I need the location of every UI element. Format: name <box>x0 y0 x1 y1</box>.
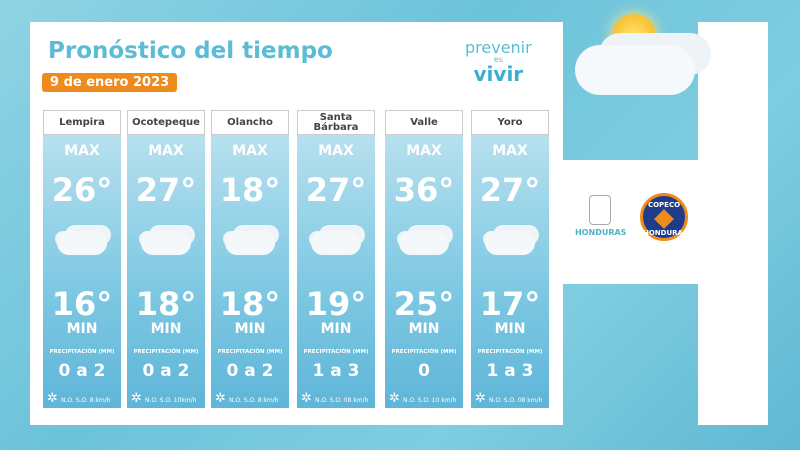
min-temp: 18° <box>219 285 281 323</box>
max-label: MAX <box>318 143 354 159</box>
min-label: MIN <box>234 321 266 337</box>
precip-label: PRECIPITACIÓN (MM) <box>391 349 457 355</box>
card-body: MAX 18° 18° MIN PRECIPITACIÓN (MM) 0 a 2… <box>211 135 289 408</box>
city-name: Olancho <box>211 110 289 135</box>
city-card: Santa Bárbara MAX 27° 19° MIN PRECIPITAC… <box>297 110 375 408</box>
precip-value: 1 a 3 <box>312 361 360 381</box>
min-label: MIN <box>320 321 352 337</box>
precip-value: 0 <box>418 361 430 381</box>
max-label: MAX <box>406 143 442 159</box>
honduras-text: HONDURAS <box>575 228 627 237</box>
cloud-icon <box>141 231 191 255</box>
logo-line1: prevenir <box>465 38 532 57</box>
max-temp: 18° <box>219 171 281 209</box>
card-body: MAX 36° 25° MIN PRECIPITACIÓN (MM) 0 ✲ N… <box>385 135 463 408</box>
cloud-icon <box>225 231 275 255</box>
precip-label: PRECIPITACIÓN (MM) <box>303 349 369 355</box>
max-label: MAX <box>492 143 528 159</box>
wind-icon: ✲ <box>215 391 226 406</box>
max-temp: 27° <box>305 171 367 209</box>
min-label: MIN <box>66 321 98 337</box>
card-body: MAX 27° 18° MIN PRECIPITACIÓN (MM) 0 a 2… <box>127 135 205 408</box>
min-temp: 17° <box>479 285 541 323</box>
cloud-icon <box>57 231 107 255</box>
min-temp: 19° <box>305 285 367 323</box>
max-label: MAX <box>64 143 100 159</box>
min-label: MIN <box>494 321 526 337</box>
cloud-icon <box>575 45 695 95</box>
h-bar <box>698 22 768 425</box>
precip-label: PRECIPITACIÓN (MM) <box>49 349 115 355</box>
card-body: MAX 27° 17° MIN PRECIPITACIÓN (MM) 1 a 3… <box>471 135 549 408</box>
max-temp: 26° <box>51 171 113 209</box>
max-label: MAX <box>232 143 268 159</box>
precip-label: PRECIPITACIÓN (MM) <box>217 349 283 355</box>
city-name: Valle <box>385 110 463 135</box>
min-label: MIN <box>150 321 182 337</box>
precip-value: 0 a 2 <box>226 361 274 381</box>
city-name: Yoro <box>471 110 549 135</box>
city-name: Santa Bárbara <box>297 110 375 135</box>
min-label: MIN <box>408 321 440 337</box>
wind-text: N.O. S.O. 10 km/h <box>403 397 457 404</box>
prevenir-logo: prevenir es vivir <box>465 38 532 86</box>
precip-label: PRECIPITACIÓN (MM) <box>133 349 199 355</box>
wind-icon: ✲ <box>475 391 486 406</box>
copeco-text: COPECO <box>647 201 681 209</box>
max-temp: 36° <box>393 171 455 209</box>
precip-value: 0 a 2 <box>58 361 106 381</box>
copeco-logo: COPECO HONDURAS <box>640 193 688 241</box>
city-card: Yoro MAX 27° 17° MIN PRECIPITACIÓN (MM) … <box>471 110 549 408</box>
copeco-sub: HONDURAS <box>643 229 689 237</box>
wind-icon: ✲ <box>47 391 58 406</box>
city-card: Valle MAX 36° 25° MIN PRECIPITACIÓN (MM)… <box>385 110 463 408</box>
cloud-icon <box>485 231 535 255</box>
page-title: Pronóstico del tiempo <box>48 38 333 64</box>
city-card: Ocotepeque MAX 27° 18° MIN PRECIPITACIÓN… <box>127 110 205 408</box>
card-body: MAX 27° 19° MIN PRECIPITACIÓN (MM) 1 a 3… <box>297 135 375 408</box>
wind-text: N.O. S.O. 08 km/h <box>315 397 369 404</box>
wind-text: N.O. S.O. 08 km/h <box>489 397 543 404</box>
city-name: Ocotepeque <box>127 110 205 135</box>
wind-icon: ✲ <box>301 391 312 406</box>
logo-line2: es <box>493 55 503 64</box>
city-card: Olancho MAX 18° 18° MIN PRECIPITACIÓN (M… <box>211 110 289 408</box>
date-badge: 9 de enero 2023 <box>42 73 178 92</box>
max-label: MAX <box>148 143 184 159</box>
precip-value: 1 a 3 <box>486 361 534 381</box>
min-temp: 25° <box>393 285 455 323</box>
logo-line3: vivir <box>473 62 524 86</box>
wind-icon: ✲ <box>131 391 142 406</box>
wind-text: N.O. S.O. 8 km/h <box>229 397 279 404</box>
card-body: MAX 26° 16° MIN PRECIPITACIÓN (MM) 0 a 2… <box>43 135 121 408</box>
precip-label: PRECIPITACIÓN (MM) <box>477 349 543 355</box>
min-temp: 18° <box>135 285 197 323</box>
city-card: Lempira MAX 26° 16° MIN PRECIPITACIÓN (M… <box>43 110 121 408</box>
city-name: Lempira <box>43 110 121 135</box>
wind-text: N.O. S.O. 8 km/h <box>61 397 111 404</box>
wind-text: N.O. S.O. 10km/h <box>145 397 197 404</box>
coat-of-arms-icon <box>589 195 611 225</box>
honduras-logo: HONDURAS <box>575 195 627 237</box>
wind-icon: ✲ <box>389 391 400 406</box>
cloud-icon <box>311 231 361 255</box>
min-temp: 16° <box>51 285 113 323</box>
cloud-icon <box>399 231 449 255</box>
max-temp: 27° <box>479 171 541 209</box>
max-temp: 27° <box>135 171 197 209</box>
precip-value: 0 a 2 <box>142 361 190 381</box>
